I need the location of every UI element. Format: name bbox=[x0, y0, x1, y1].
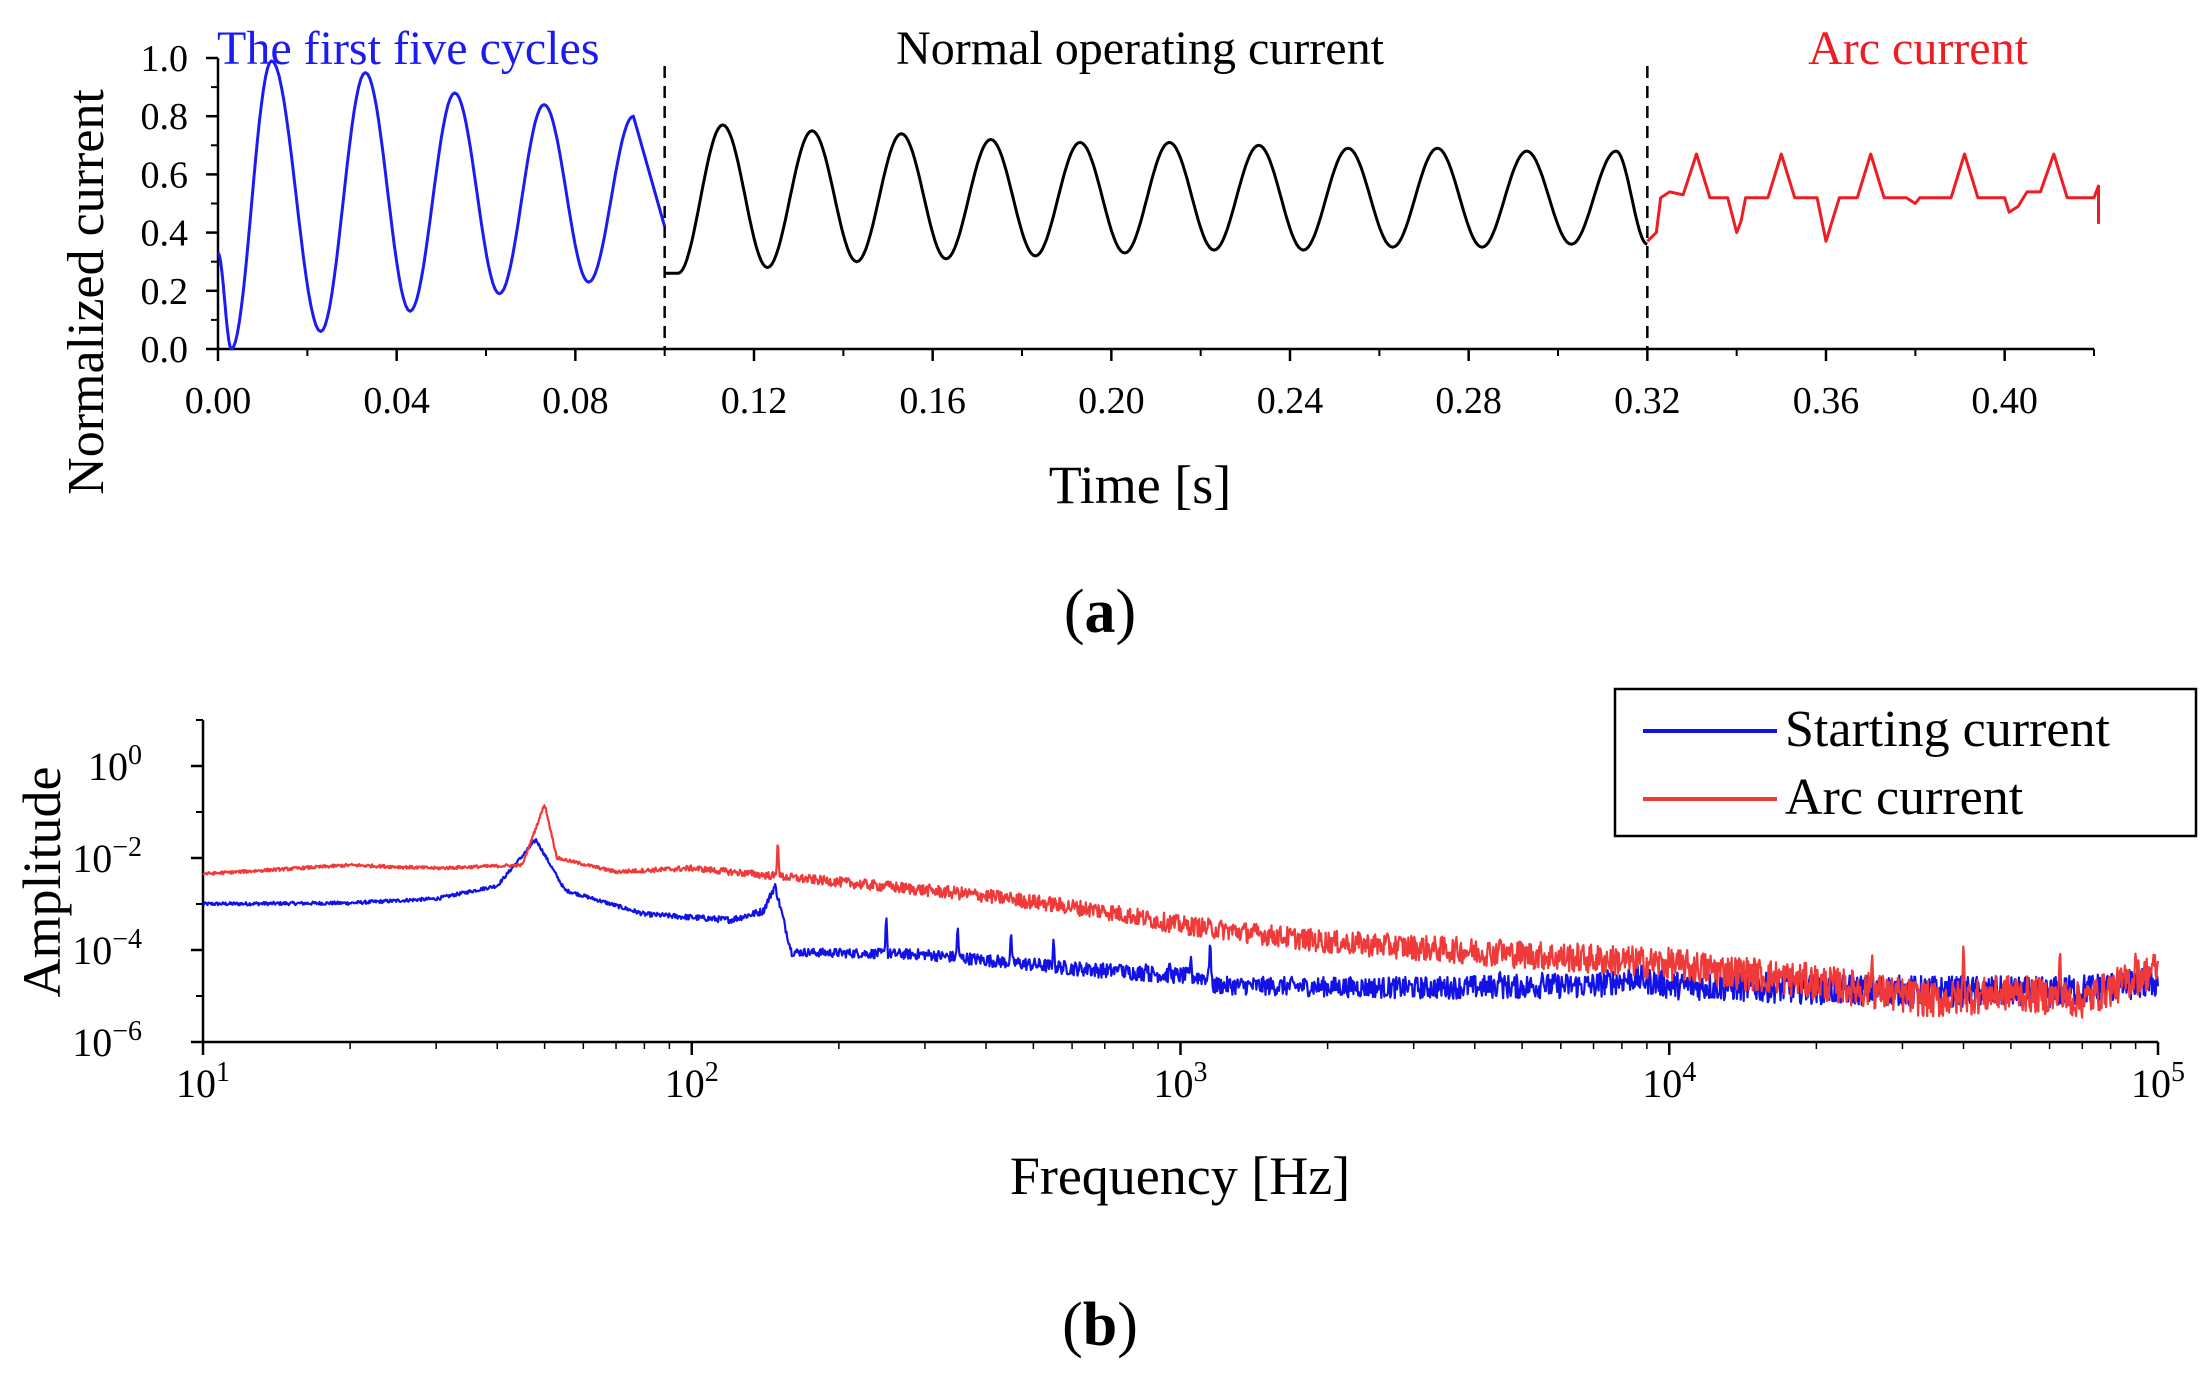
panel-a-y-tick-label: 1.0 bbox=[141, 38, 189, 80]
panel-b-x-tick-label: 101 bbox=[176, 1057, 230, 1106]
panel-a-x-tick-label: 0.32 bbox=[1614, 380, 1681, 422]
annotation-first-five-cycles: The first five cycles bbox=[217, 22, 600, 75]
panel-b-x-tick-label: 104 bbox=[1642, 1057, 1696, 1106]
panel-b-x-tick-label: 103 bbox=[1154, 1057, 1208, 1106]
panel-a-x-tick-label: 0.04 bbox=[363, 380, 430, 422]
panel-b-x-tick-exponent: 3 bbox=[1194, 1057, 1208, 1088]
panel-a-y-ticks: 0.0 0.2 0.4 0.6 0.8 1.0 bbox=[141, 38, 218, 371]
legend-label-starting-current: Starting current bbox=[1785, 701, 2110, 758]
panel-b-x-ticks: 101 102 103 104 105 bbox=[176, 1042, 2185, 1106]
panel-a-series-normal-operating-current bbox=[663, 123, 1648, 275]
panel-a-series-the-first-five-cycles bbox=[217, 59, 667, 351]
panel-a-x-ticks: 0.00 0.04 0.08 0.12 0.16 0.20 0.24 0.28 0.32 0.36… bbox=[185, 349, 2095, 422]
panel-b-series bbox=[202, 804, 2160, 1019]
panel-b-x-label: Frequency [Hz] bbox=[1010, 1146, 1350, 1206]
panel-b-letter: b bbox=[1083, 1291, 1117, 1359]
panel-a-y-label: Normalized current bbox=[58, 89, 115, 495]
panel-b-y-tick-exponent: −6 bbox=[112, 1016, 142, 1047]
panel-b-caption: (b) bbox=[1062, 1291, 1138, 1359]
panel-a-x-tick-label: 0.28 bbox=[1435, 380, 1502, 422]
panel-a-y-tick-label: 0.0 bbox=[141, 329, 189, 371]
panel-a-x-tick-label: 0.40 bbox=[1971, 380, 2038, 422]
panel-b-x-tick-exponent: 4 bbox=[1682, 1057, 1696, 1088]
panel-a-dividers bbox=[663, 66, 1649, 349]
panel-a-x-tick-label: 0.36 bbox=[1793, 380, 1860, 422]
panel-b-x-tick-label: 105 bbox=[2131, 1057, 2185, 1106]
legend-box bbox=[1613, 687, 2198, 838]
panel-b-y-tick-label: 10−2 bbox=[72, 832, 142, 881]
panel-a-series-arc-current bbox=[1646, 152, 2100, 243]
panel-a-x-tick-label: 0.08 bbox=[542, 380, 609, 422]
panel-a-x-tick-label: 0.16 bbox=[899, 380, 966, 422]
panel-b-x-tick-label: 102 bbox=[665, 1057, 719, 1106]
panel-a-y-tick-label: 0.6 bbox=[141, 154, 189, 196]
panel-a-letter: a bbox=[1085, 578, 1116, 646]
panel-a-series bbox=[217, 59, 2100, 351]
panel-b-x-tick-exponent: 1 bbox=[216, 1057, 230, 1088]
panel-b-y-label: Amplitude bbox=[12, 767, 72, 998]
panel-b-series-arc-current bbox=[202, 804, 2160, 1019]
panel-a-x-tick-label: 0.24 bbox=[1257, 380, 1324, 422]
panel-b-x-tick-exponent: 5 bbox=[2171, 1057, 2185, 1088]
legend: Starting current Arc current bbox=[1613, 687, 2198, 838]
panel-a-caption: (a) bbox=[1064, 578, 1136, 646]
legend-label-arc-current: Arc current bbox=[1785, 769, 2024, 826]
panel-b-x-tick-exponent: 2 bbox=[705, 1057, 719, 1088]
panel-a: 0.00 0.04 0.08 0.12 0.16 0.20 0.24 0.28 0.32 0.36… bbox=[58, 22, 2100, 646]
panel-a-x-tick-label: 0.20 bbox=[1078, 380, 1145, 422]
panel-a-y-tick-label: 0.2 bbox=[141, 271, 189, 313]
panel-a-y-tick-label: 0.8 bbox=[141, 96, 189, 138]
panel-a-x-tick-label: 0.12 bbox=[721, 380, 788, 422]
panel-a-x-tick-label: 0.00 bbox=[185, 380, 252, 422]
panel-b-y-ticks: 100 10−2 10−4 10−6 bbox=[72, 719, 203, 1065]
panel-b-y-tick-label: 10−4 bbox=[72, 924, 142, 973]
panel-b-y-tick-exponent: −2 bbox=[112, 832, 142, 863]
annotation-arc-current: Arc current bbox=[1808, 22, 2029, 75]
panel-a-x-label: Time [s] bbox=[1049, 455, 1232, 515]
panel-a-y-tick-label: 0.4 bbox=[141, 213, 189, 255]
annotation-normal-operating-current: Normal operating current bbox=[896, 22, 1384, 75]
panel-b-y-tick-exponent: −4 bbox=[112, 924, 142, 955]
panel-b-y-tick-label: 10−6 bbox=[72, 1016, 142, 1065]
panel-b-y-tick-exponent: 0 bbox=[128, 740, 142, 771]
panel-b-y-tick-label: 100 bbox=[88, 740, 142, 789]
